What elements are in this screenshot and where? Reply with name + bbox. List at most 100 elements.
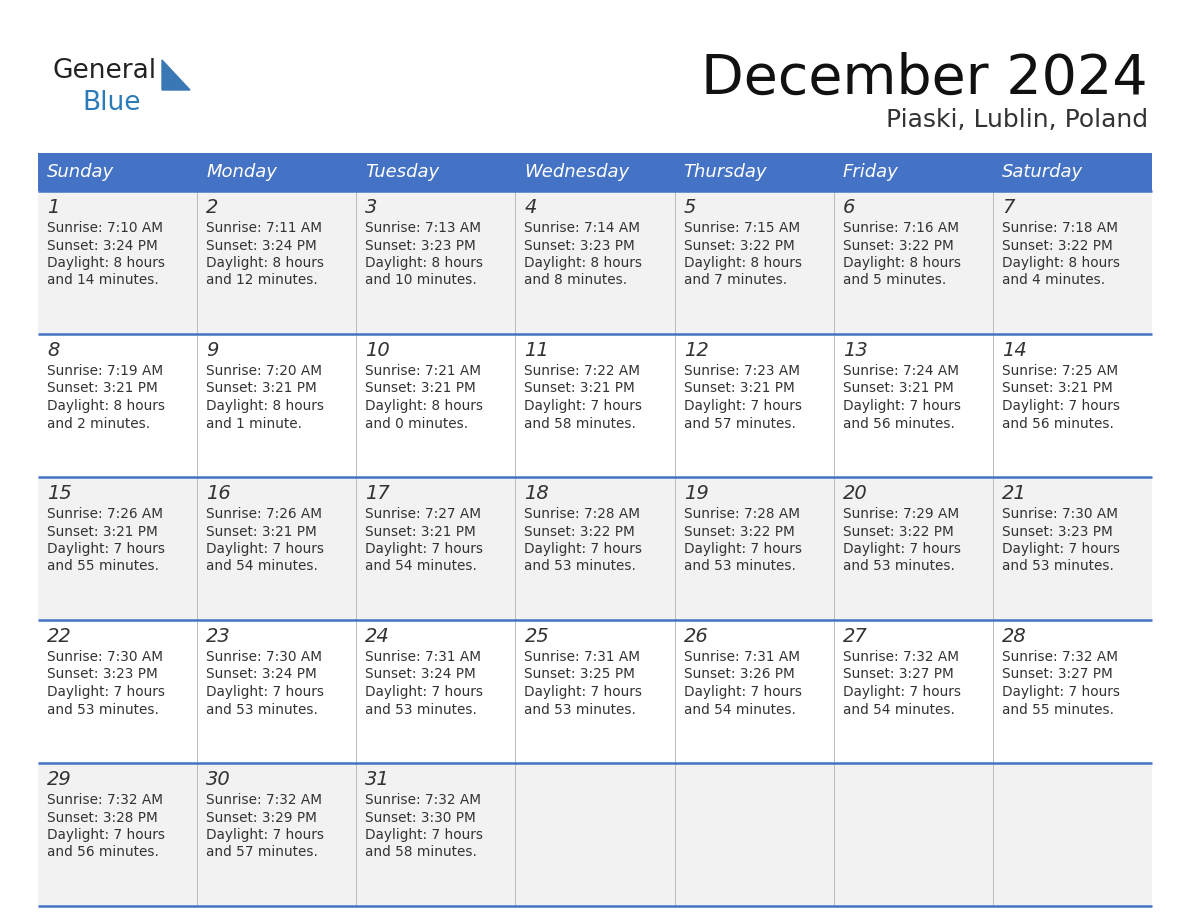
Text: Sunrise: 7:23 AM: Sunrise: 7:23 AM: [683, 364, 800, 378]
Text: Sunrise: 7:31 AM: Sunrise: 7:31 AM: [524, 650, 640, 664]
Text: December 2024: December 2024: [701, 52, 1148, 106]
Text: Sunset: 3:21 PM: Sunset: 3:21 PM: [683, 382, 795, 396]
Text: Sunrise: 7:22 AM: Sunrise: 7:22 AM: [524, 364, 640, 378]
Text: 7: 7: [1001, 198, 1015, 217]
Text: Daylight: 7 hours: Daylight: 7 hours: [842, 399, 961, 413]
Text: 24: 24: [365, 627, 390, 646]
Text: 25: 25: [524, 627, 549, 646]
Text: 13: 13: [842, 341, 867, 360]
Text: Daylight: 7 hours: Daylight: 7 hours: [365, 685, 484, 699]
Text: Sunrise: 7:32 AM: Sunrise: 7:32 AM: [842, 650, 959, 664]
Text: and 57 minutes.: and 57 minutes.: [683, 417, 796, 431]
Text: Sunrise: 7:32 AM: Sunrise: 7:32 AM: [48, 793, 163, 807]
Text: Sunset: 3:27 PM: Sunset: 3:27 PM: [842, 667, 954, 681]
Text: Friday: Friday: [842, 163, 898, 181]
Text: and 58 minutes.: and 58 minutes.: [524, 417, 637, 431]
Text: 5: 5: [683, 198, 696, 217]
Text: Sunset: 3:23 PM: Sunset: 3:23 PM: [48, 667, 158, 681]
Text: Sunrise: 7:13 AM: Sunrise: 7:13 AM: [365, 221, 481, 235]
Text: Sunrise: 7:18 AM: Sunrise: 7:18 AM: [1001, 221, 1118, 235]
Text: Sunset: 3:21 PM: Sunset: 3:21 PM: [207, 524, 317, 539]
Text: 19: 19: [683, 484, 708, 503]
Text: Daylight: 7 hours: Daylight: 7 hours: [48, 542, 165, 556]
Text: and 53 minutes.: and 53 minutes.: [524, 702, 637, 717]
Text: and 53 minutes.: and 53 minutes.: [683, 559, 796, 574]
Text: Sunset: 3:22 PM: Sunset: 3:22 PM: [524, 524, 636, 539]
Text: Sunrise: 7:30 AM: Sunrise: 7:30 AM: [48, 650, 163, 664]
Text: Daylight: 7 hours: Daylight: 7 hours: [524, 542, 643, 556]
Text: 1: 1: [48, 198, 59, 217]
Text: Sunset: 3:23 PM: Sunset: 3:23 PM: [365, 239, 476, 252]
Bar: [38, 477, 1152, 620]
Text: Sunrise: 7:30 AM: Sunrise: 7:30 AM: [1001, 507, 1118, 521]
Text: and 54 minutes.: and 54 minutes.: [207, 559, 318, 574]
Text: 4: 4: [524, 198, 537, 217]
Text: Daylight: 7 hours: Daylight: 7 hours: [842, 685, 961, 699]
Text: Sunrise: 7:19 AM: Sunrise: 7:19 AM: [48, 364, 163, 378]
Text: Sunrise: 7:29 AM: Sunrise: 7:29 AM: [842, 507, 959, 521]
Bar: [38, 153, 1152, 191]
Text: and 8 minutes.: and 8 minutes.: [524, 274, 627, 287]
Text: Sunrise: 7:26 AM: Sunrise: 7:26 AM: [48, 507, 163, 521]
Text: 6: 6: [842, 198, 855, 217]
Text: Daylight: 7 hours: Daylight: 7 hours: [207, 542, 324, 556]
Text: and 5 minutes.: and 5 minutes.: [842, 274, 946, 287]
Text: Sunset: 3:26 PM: Sunset: 3:26 PM: [683, 667, 795, 681]
Text: Daylight: 8 hours: Daylight: 8 hours: [207, 399, 324, 413]
Text: Sunset: 3:21 PM: Sunset: 3:21 PM: [48, 524, 158, 539]
Text: Daylight: 7 hours: Daylight: 7 hours: [524, 685, 643, 699]
Text: and 54 minutes.: and 54 minutes.: [365, 559, 478, 574]
Text: Sunset: 3:22 PM: Sunset: 3:22 PM: [683, 524, 795, 539]
Text: Sunset: 3:21 PM: Sunset: 3:21 PM: [365, 524, 476, 539]
Text: Daylight: 7 hours: Daylight: 7 hours: [1001, 542, 1120, 556]
Text: and 2 minutes.: and 2 minutes.: [48, 417, 150, 431]
Text: and 14 minutes.: and 14 minutes.: [48, 274, 159, 287]
Text: and 53 minutes.: and 53 minutes.: [524, 559, 637, 574]
Text: 23: 23: [207, 627, 230, 646]
Text: Daylight: 7 hours: Daylight: 7 hours: [524, 399, 643, 413]
Text: Daylight: 8 hours: Daylight: 8 hours: [1001, 256, 1120, 270]
Text: Daylight: 7 hours: Daylight: 7 hours: [683, 542, 802, 556]
Text: Tuesday: Tuesday: [365, 163, 440, 181]
Bar: [38, 620, 1152, 763]
Text: and 54 minutes.: and 54 minutes.: [683, 702, 796, 717]
Text: 30: 30: [207, 770, 230, 789]
Polygon shape: [162, 60, 190, 90]
Text: 28: 28: [1001, 627, 1026, 646]
Text: Sunset: 3:28 PM: Sunset: 3:28 PM: [48, 811, 158, 824]
Text: and 53 minutes.: and 53 minutes.: [207, 702, 318, 717]
Text: Sunset: 3:21 PM: Sunset: 3:21 PM: [842, 382, 954, 396]
Text: Sunrise: 7:28 AM: Sunrise: 7:28 AM: [683, 507, 800, 521]
Text: and 58 minutes.: and 58 minutes.: [365, 845, 478, 859]
Text: Sunrise: 7:15 AM: Sunrise: 7:15 AM: [683, 221, 800, 235]
Text: 31: 31: [365, 770, 390, 789]
Text: Daylight: 7 hours: Daylight: 7 hours: [365, 828, 484, 842]
Text: Daylight: 7 hours: Daylight: 7 hours: [48, 828, 165, 842]
Text: Sunrise: 7:32 AM: Sunrise: 7:32 AM: [1001, 650, 1118, 664]
Text: Sunset: 3:21 PM: Sunset: 3:21 PM: [1001, 382, 1113, 396]
Text: and 1 minute.: and 1 minute.: [207, 417, 302, 431]
Text: Daylight: 8 hours: Daylight: 8 hours: [365, 399, 484, 413]
Text: Sunrise: 7:28 AM: Sunrise: 7:28 AM: [524, 507, 640, 521]
Text: 16: 16: [207, 484, 230, 503]
Text: 15: 15: [48, 484, 71, 503]
Text: Sunset: 3:23 PM: Sunset: 3:23 PM: [1001, 524, 1113, 539]
Text: Daylight: 8 hours: Daylight: 8 hours: [683, 256, 802, 270]
Text: Sunset: 3:24 PM: Sunset: 3:24 PM: [207, 239, 317, 252]
Text: Daylight: 8 hours: Daylight: 8 hours: [842, 256, 961, 270]
Text: and 0 minutes.: and 0 minutes.: [365, 417, 468, 431]
Text: Daylight: 7 hours: Daylight: 7 hours: [207, 685, 324, 699]
Text: and 57 minutes.: and 57 minutes.: [207, 845, 318, 859]
Text: and 12 minutes.: and 12 minutes.: [207, 274, 318, 287]
Text: Sunset: 3:24 PM: Sunset: 3:24 PM: [365, 667, 476, 681]
Text: Sunday: Sunday: [48, 163, 114, 181]
Text: Saturday: Saturday: [1001, 163, 1083, 181]
Text: 17: 17: [365, 484, 390, 503]
Text: and 56 minutes.: and 56 minutes.: [842, 417, 955, 431]
Text: Daylight: 8 hours: Daylight: 8 hours: [48, 399, 165, 413]
Text: Sunset: 3:29 PM: Sunset: 3:29 PM: [207, 811, 317, 824]
Text: 20: 20: [842, 484, 867, 503]
Text: Sunrise: 7:16 AM: Sunrise: 7:16 AM: [842, 221, 959, 235]
Text: and 56 minutes.: and 56 minutes.: [1001, 417, 1113, 431]
Text: Sunset: 3:23 PM: Sunset: 3:23 PM: [524, 239, 636, 252]
